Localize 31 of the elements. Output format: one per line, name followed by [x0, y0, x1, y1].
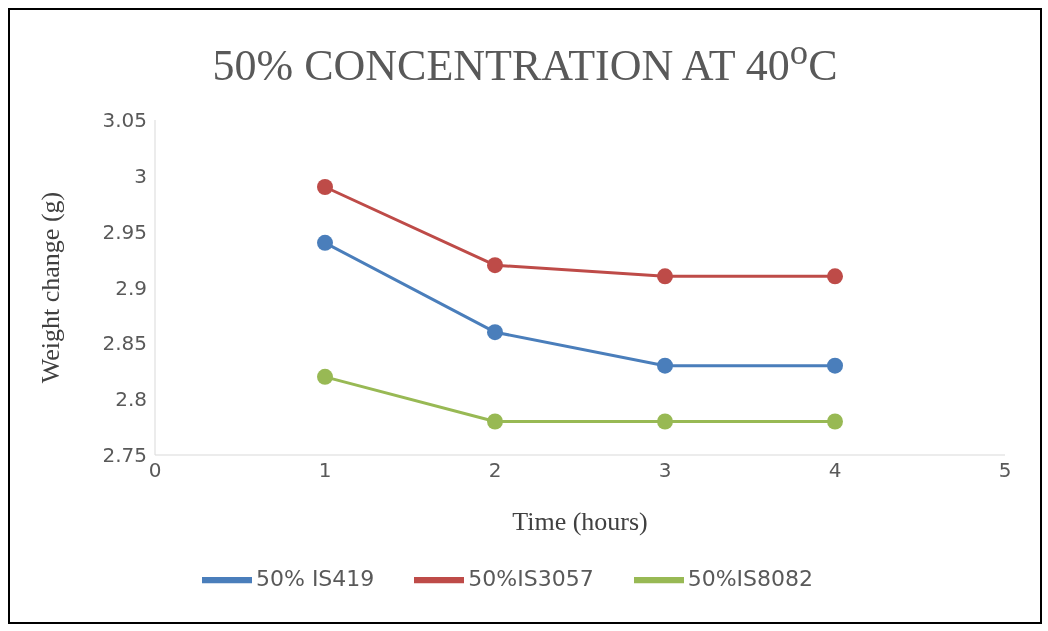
point [827, 413, 843, 430]
point [317, 234, 333, 251]
point [317, 368, 333, 385]
point [827, 268, 843, 285]
y-tick-label: 2.9 [115, 275, 147, 300]
y-tick-label: 2.85 [102, 331, 147, 356]
y-tick-label: 3 [134, 163, 147, 188]
x-tick-label: 3 [658, 458, 672, 483]
point [317, 179, 333, 195]
point [487, 324, 503, 341]
legend-label: 50% IS419 [255, 566, 375, 591]
x-tick-label: 1 [318, 458, 332, 483]
y-tick-label: 3.05 [102, 108, 147, 133]
x-axis-title: Time (hours) [512, 507, 648, 536]
point [487, 413, 503, 430]
legend-label: 50%IS3057 [468, 566, 594, 591]
x-tick-label: 5 [998, 458, 1012, 483]
y-axis-title: Weight change (g) [36, 191, 66, 384]
x-tick-label: 4 [828, 458, 842, 483]
y-tick-label: 2.75 [102, 443, 147, 468]
chart-title: 50% CONCENTRATION AT 40$^{o}$C [211, 30, 839, 91]
point [657, 268, 673, 285]
point [827, 357, 843, 374]
point [487, 257, 503, 274]
legend-label: 50%IS8082 [687, 566, 814, 591]
point [657, 357, 673, 374]
x-tick-label: 2 [488, 458, 502, 483]
y-tick-label: 2.95 [102, 219, 147, 244]
y-tick-label: 2.8 [115, 387, 147, 412]
point [657, 413, 673, 430]
x-tick-label: 0 [148, 458, 162, 483]
